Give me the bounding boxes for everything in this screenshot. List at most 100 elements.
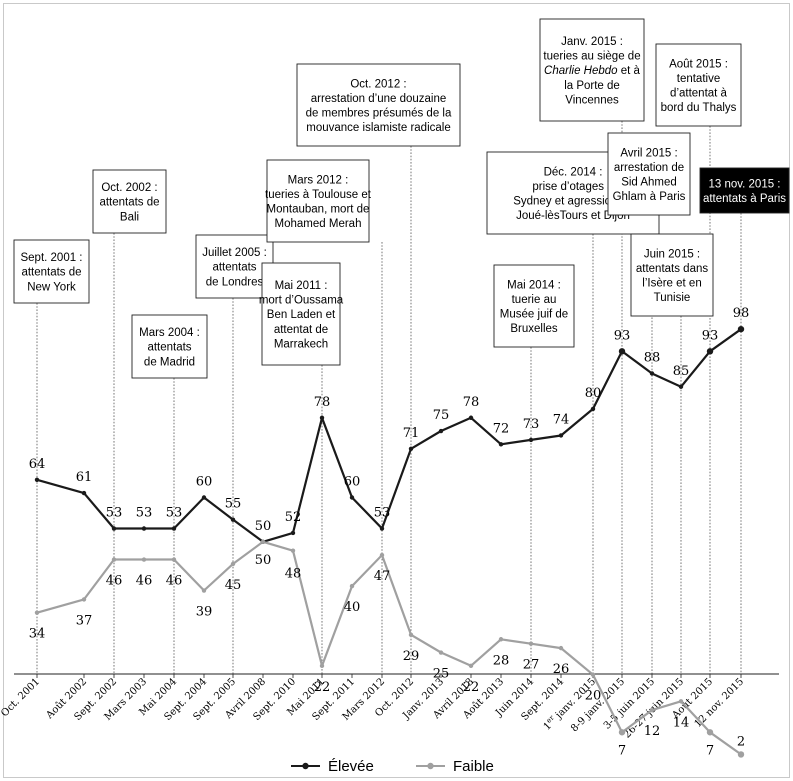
event-annotation-text: Mars 2012 : (288, 174, 349, 186)
data-point (678, 699, 684, 704)
data-label: 26 (553, 662, 570, 677)
event-annotation-text: Ben Laden et (267, 309, 336, 321)
data-label: 60 (344, 475, 361, 490)
data-label: 53 (106, 506, 123, 521)
event-annotation-text: tentative (677, 73, 720, 85)
event-annotation-text: Ghlam à Paris (613, 191, 686, 203)
event-annotation-text: de membres présumés de la (306, 108, 452, 120)
x-tick-label: 1er janv. 2015 (540, 675, 598, 733)
event-annotation-text: tueries à Toulouse et (265, 189, 372, 201)
event-annotation-text: mouvance islamiste radicale (306, 122, 450, 134)
data-label: 55 (225, 497, 242, 512)
event-annotation-text: Bali (120, 211, 139, 223)
event-annotation-text: Mars 2004 : (139, 327, 200, 339)
event-annotation-text: attentats à Paris (703, 193, 786, 205)
data-point (379, 526, 385, 531)
data-label: 37 (76, 613, 93, 628)
data-point (290, 530, 296, 536)
event-annotation-box (266, 159, 370, 243)
legend: Élevée Faible (291, 758, 494, 775)
data-label: 88 (644, 350, 661, 365)
data-point (111, 526, 117, 531)
data-label: 61 (76, 470, 93, 485)
data-label: 45 (225, 578, 242, 593)
data-point (528, 437, 534, 443)
legend-item: Élevée (291, 758, 374, 775)
event-annotation-text: tuerie au (512, 294, 557, 306)
data-label: 39 (196, 605, 213, 620)
data-point (290, 548, 296, 553)
data-point (81, 597, 87, 602)
event-annotation-text: Charlie Hebdo et à (544, 65, 640, 77)
event-annotation-text: Sid Ahmed (621, 177, 677, 189)
event-annotation-text: Avril 2015 : (620, 147, 677, 159)
event-annotation-text: Joué-lèsTours et Dijon (516, 210, 630, 222)
chart-frame (3, 3, 790, 778)
event-annotation-text: mort d’Oussama (259, 295, 344, 307)
event-annotation-text: attentats (212, 262, 256, 274)
data-point (468, 663, 474, 669)
event-annotation: Mars 2004 : attentats de Madrid (131, 314, 208, 379)
event-annotation-text: Août 2015 : (669, 58, 728, 70)
data-label: 53 (374, 506, 391, 521)
event-annotation-text: Musée juif de (500, 309, 568, 321)
data-label: 53 (136, 506, 153, 521)
event-annotation-text: attentat de (274, 324, 328, 336)
data-point (618, 729, 626, 736)
data-point (34, 610, 40, 615)
data-point (349, 495, 355, 500)
event-annotation-text: Janv. 2015 : (561, 36, 623, 48)
data-point (141, 526, 147, 531)
legend-swatch-marker (427, 762, 434, 770)
data-label: 20 (585, 689, 602, 704)
data-label: 28 (493, 653, 510, 668)
event-annotation-text: prise d’otages à (532, 181, 614, 193)
data-label: 46 (166, 574, 183, 589)
data-label: 7 (618, 743, 626, 758)
event-annotation-box (607, 132, 691, 216)
data-point (34, 477, 40, 482)
event-annotation-text: arrestation de (614, 162, 684, 174)
event-annotation-box (493, 264, 575, 348)
event-annotation: Janv. 2015 : tueries au siège de Charlie H… (539, 18, 645, 122)
data-label: 22 (463, 680, 480, 695)
event-annotation-box (13, 239, 90, 304)
data-point (408, 446, 414, 451)
data-point (408, 632, 414, 638)
event-annotation: Oct. 2002 : attentats de Bali (92, 169, 167, 234)
event-annotation: Mai 2011 : mort d’Oussama Ben Laden et atte… (259, 262, 344, 366)
data-point (201, 495, 207, 500)
data-point (171, 557, 177, 562)
event-annotation-text: attentats (147, 342, 191, 354)
data-point (230, 561, 236, 567)
event-annotation-text: Montauban, mort de (267, 204, 370, 216)
data-point (111, 557, 117, 562)
event-annotation: Août 2015 : tentative d’attentat à bord du … (655, 43, 742, 127)
data-label: 71 (403, 426, 420, 441)
data-label: 78 (314, 395, 331, 410)
data-point (438, 428, 444, 434)
data-point (171, 526, 177, 531)
event-annotation-box (655, 43, 742, 127)
event-annotation-box (195, 234, 274, 299)
data-point (618, 348, 626, 355)
legend-label: Élevée (328, 758, 374, 775)
data-label: 46 (106, 574, 123, 589)
data-point (706, 729, 714, 736)
event-annotation-text: Vincennes (565, 94, 619, 106)
event-annotation-text: Bruxelles (510, 323, 558, 335)
event-annotation-text: Déc. 2014 : (544, 166, 603, 178)
data-label: 53 (166, 506, 183, 521)
event-annotation-text: 13 nov. 2015 : (708, 178, 780, 190)
event-annotation-box (92, 169, 167, 234)
data-point (81, 490, 87, 496)
event-annotation-box (261, 262, 341, 366)
event-annotation-box (296, 63, 461, 147)
data-label: 47 (374, 569, 391, 584)
event-annotation: Mai 2014 : tuerie au Musée juif de Bruxelle… (493, 264, 575, 348)
event-annotation-box (630, 233, 714, 317)
data-label: 25 (433, 667, 450, 682)
data-label: 22 (314, 680, 331, 695)
data-label: 74 (553, 412, 570, 427)
